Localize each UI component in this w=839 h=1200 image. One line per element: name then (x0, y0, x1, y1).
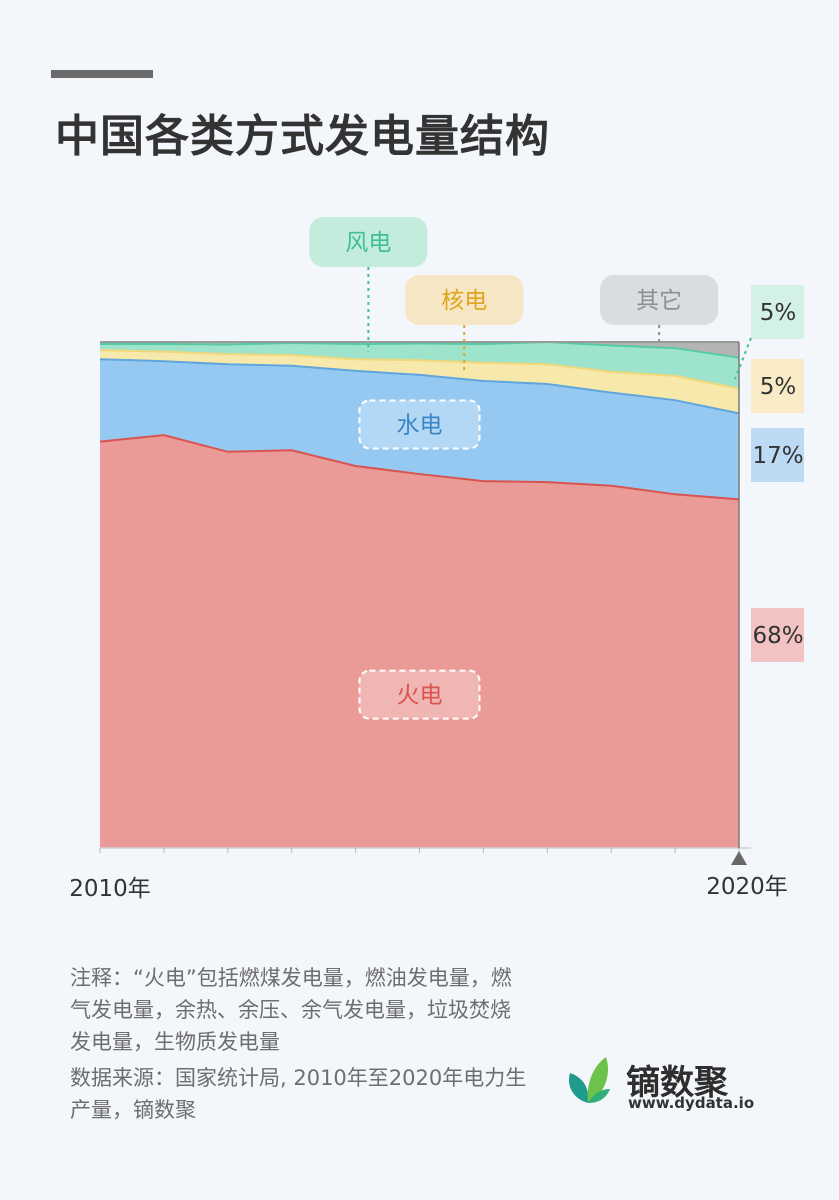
data-source: 数据来源：国家统计局, 2010年至2020年电力生产量，镝数聚 (70, 1066, 527, 1122)
leaf-logo-icon (568, 1057, 610, 1103)
callout-text: 核电 (441, 288, 487, 314)
wind-end-leader (734, 337, 752, 380)
callout-text: 其它 (636, 288, 682, 314)
area-series-水电 (100, 359, 739, 500)
end-label-text: 5% (760, 300, 797, 326)
callout-风电: 风电 (309, 217, 428, 352)
x-tick-label-start: 2010年 (69, 876, 151, 902)
line-series-火电 (99, 434, 740, 501)
end-label-风电: 5% (751, 285, 804, 339)
end-marker-triangle-icon (731, 851, 747, 865)
inner-label-水电: 水电 (358, 399, 481, 450)
area-series-核电 (100, 350, 739, 414)
end-label-火电: 68% (751, 608, 804, 662)
callout-text: 风电 (345, 230, 391, 256)
callout-其它: 其它 (600, 275, 719, 345)
end-label-核电: 5% (751, 359, 804, 413)
title-accent-bar (51, 70, 153, 78)
area-series-风电 (100, 342, 739, 389)
page-title: 中国各类方式发电量结构 (55, 111, 550, 162)
footnote: 注释：“火电”包括燃煤发电量，燃油发电量，燃气发电量，余热、余压、余气发电量，垃… (70, 966, 512, 1054)
end-label-text: 5% (760, 374, 797, 400)
line-series-核电 (99, 349, 740, 390)
end-label-text: 68% (752, 623, 803, 649)
inner-label-火电: 火电 (358, 669, 481, 720)
x-tick-label-end: 2020年 (706, 874, 788, 900)
callout-核电: 核电 (405, 275, 524, 371)
inner-label-text: 水电 (397, 412, 443, 438)
end-label-text: 17% (752, 443, 803, 469)
line-series-水电 (99, 358, 740, 415)
inner-label-text: 火电 (397, 683, 443, 709)
area-series-火电 (100, 435, 739, 848)
end-label-水电: 17% (751, 428, 804, 482)
line-series-风电 (100, 340, 740, 359)
brand-name: 镝数聚 (626, 1063, 728, 1103)
brand-url: www.dydata.io (628, 1094, 755, 1112)
